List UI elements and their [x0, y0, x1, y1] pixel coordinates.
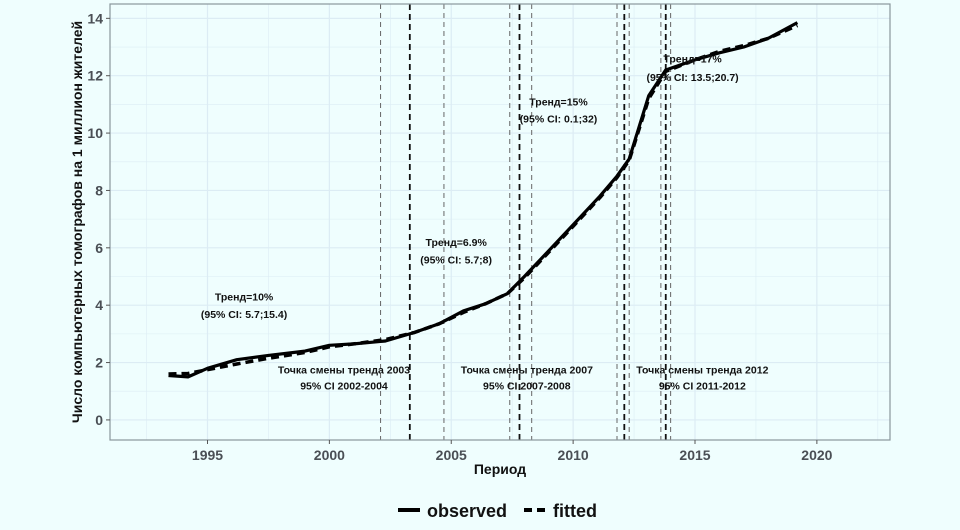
annotation-label: 95% CI 2007-2008 [483, 381, 571, 393]
grid [110, 4, 890, 440]
annotation-label: (95% CI: 0.1;32) [520, 114, 598, 126]
annotation-label: (95% CI: 5.7;8) [420, 254, 492, 266]
legend: observed fitted [398, 501, 597, 521]
series [168, 21, 799, 379]
annotation-label: (95% CI: 13.5;20.7) [646, 72, 738, 84]
x-tick-label: 2020 [801, 447, 832, 463]
x-tick-label: 1995 [192, 447, 223, 463]
plot-frame [109, 3, 891, 441]
annotation-label: 95% CI 2002-2004 [300, 381, 388, 393]
annotation-label: Точка смены тренда 2003 [278, 365, 410, 377]
y-tick-label: 10 [87, 125, 103, 141]
annotation-label: Точка смены тренда 2012 [636, 365, 768, 377]
annotation-label: 95% CI 2011-2012 [659, 381, 746, 393]
changepoint-lines [380, 4, 672, 440]
y-tick-label: 6 [95, 240, 103, 256]
legend-observed-label: observed [427, 501, 507, 521]
y-tick-label: 2 [95, 355, 103, 371]
x-tick-label: 2000 [314, 447, 345, 463]
annotation-label: Точка смены тренда 2007 [461, 365, 593, 377]
ticks: 1995 2000 2005 2010 2015 2020 0 2 4 6 8 10 12 14 [87, 10, 832, 463]
annotation-label: Тренд=6.9% [425, 237, 487, 249]
x-axis-label: Период [474, 461, 526, 477]
series-line-observed [168, 21, 799, 379]
y-tick-label: 12 [87, 68, 103, 84]
annotation-label: Тренд=17% [663, 54, 722, 66]
y-axis-label: Число компьютерных томографов на 1 милли… [69, 21, 85, 423]
y-tick-label: 14 [87, 10, 103, 26]
x-tick-label: 2015 [679, 447, 710, 463]
x-tick-label: 2005 [436, 447, 467, 463]
legend-fitted-label: fitted [553, 501, 597, 521]
annotation-label: (95% CI: 5.7;15.4) [201, 309, 287, 321]
annotations: Тренд=10% (95% CI: 5.7;15.4) Тренд=6.9% (95… [201, 54, 769, 393]
y-tick-label: 4 [95, 297, 103, 313]
y-tick-label: 8 [95, 182, 103, 198]
y-tick-label: 0 [95, 412, 103, 428]
annotation-label: Тренд=15% [529, 97, 588, 109]
x-tick-label: 2010 [558, 447, 589, 463]
annotation-label: Тренд=10% [215, 292, 274, 304]
